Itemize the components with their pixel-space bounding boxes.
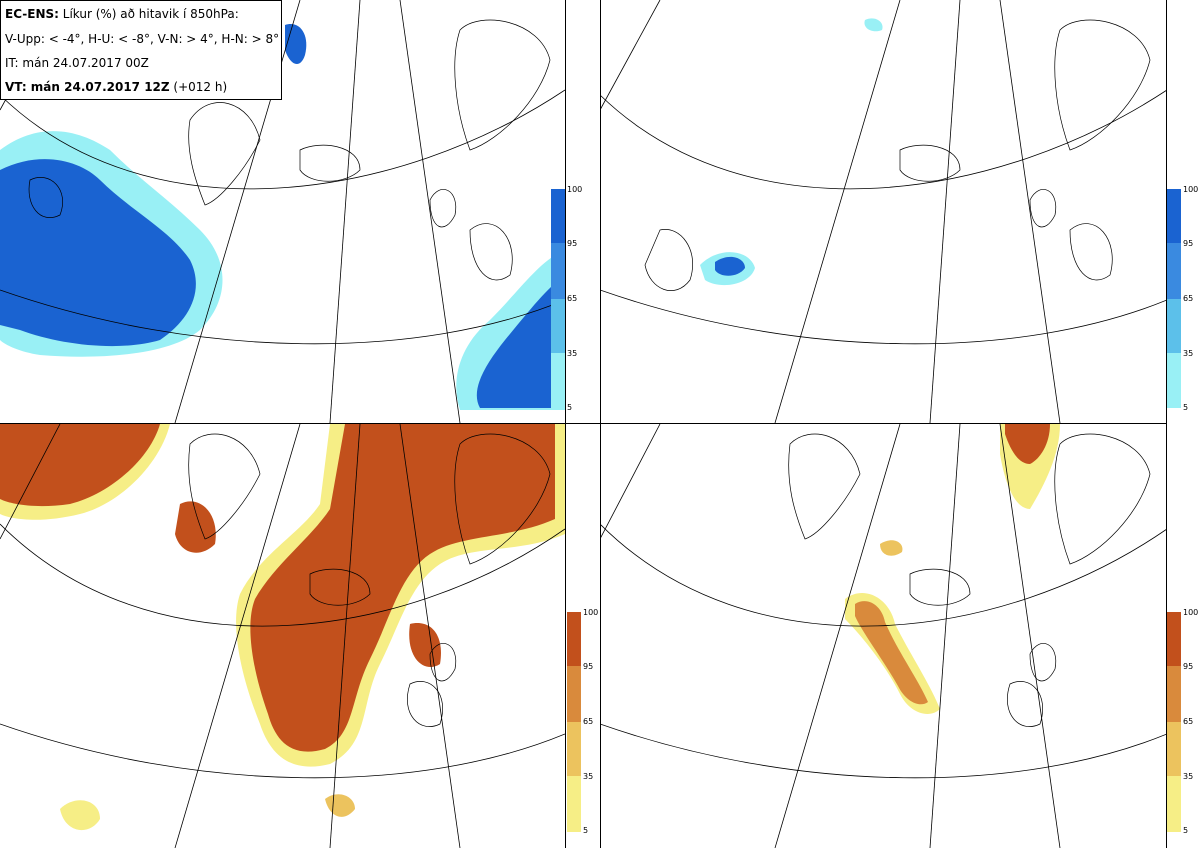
title-line-1: EC-ENS: Líkur (%) að hitavik í 850hPa:: [5, 7, 239, 21]
colorbar-top-left: [551, 189, 565, 408]
title-model: EC-ENS:: [5, 7, 59, 21]
valid-time: VT: mán 24.07.2017 12Z: [5, 80, 170, 94]
cbar-orange-left-tick-5: 5: [583, 826, 589, 835]
map-panel-bottom-left: [0, 424, 565, 848]
title-line-4: VT: mán 24.07.2017 12Z (+012 h): [5, 80, 227, 94]
map-top-left-svg: [0, 0, 565, 423]
map-panel-top-right: [600, 0, 1167, 423]
cbar-orange-left-tick-35: 35: [583, 772, 594, 781]
cbar-blue-left-tick-35: 35: [567, 349, 578, 358]
cbar-orange-left-tick-65: 65: [583, 717, 594, 726]
prob-field-central-core: [250, 424, 556, 752]
cbar-blue-left-tick-100: 100: [567, 185, 583, 194]
prob-field-north-small: [864, 18, 883, 32]
map-panel-bottom-right: [600, 424, 1167, 848]
cbar-orange-right-tick-95: 95: [1183, 662, 1194, 671]
panel-divider-vertical-right: [600, 0, 601, 848]
colorbar-orange-right: [1167, 612, 1181, 832]
coastlines: [788, 433, 1151, 727]
cbar-blue-tick-95: 95: [1183, 239, 1194, 248]
prob-field-greenland: [175, 501, 216, 553]
title-description: Líkur (%) að hitavik í 850hPa:: [58, 7, 239, 21]
colorbar-orange-left: [567, 612, 581, 832]
title-line-2: V-Upp: < -4°, H-U: < -8°, V-N: > 4°, H-N…: [5, 32, 280, 46]
cbar-blue-left-tick-5: 5: [567, 403, 573, 412]
prob-field-nw-plume-core: [855, 601, 928, 705]
cbar-blue-tick-65: 65: [1183, 294, 1194, 303]
map-panel-top-left: [0, 0, 565, 423]
prob-field-scotland: [409, 623, 441, 668]
cbar-blue-tick-100: 100: [1183, 185, 1199, 194]
graticule: [600, 0, 1167, 423]
cbar-orange-left-tick-95: 95: [583, 662, 594, 671]
prob-field-south: [60, 800, 100, 831]
prob-field-nw-core: [0, 424, 160, 507]
panel-divider-vertical-left: [565, 0, 566, 848]
prob-field-iceland-west-core: [715, 256, 745, 276]
graticule: [0, 424, 565, 848]
prob-field-ne-core: [1005, 424, 1050, 464]
cbar-blue-left-tick-95: 95: [567, 239, 578, 248]
map-top-right-svg: [600, 0, 1167, 423]
cbar-orange-right-tick-65: 65: [1183, 717, 1194, 726]
cbar-blue-tick-5: 5: [1183, 403, 1189, 412]
panel-border-right: [1166, 0, 1167, 848]
map-title-box: EC-ENS: Líkur (%) að hitavik í 850hPa: V…: [0, 0, 282, 100]
cbar-blue-left-tick-65: 65: [567, 294, 578, 303]
prob-field-north: [285, 24, 307, 65]
prob-field-west-core: [0, 159, 196, 347]
map-bottom-right-svg: [600, 424, 1167, 848]
map-bottom-left-svg: [0, 424, 565, 848]
title-line-3: IT: mán 24.07.2017 00Z: [5, 56, 149, 70]
panel-divider-horizontal: [0, 423, 1167, 424]
colorbar-blue: [1167, 189, 1181, 408]
prob-field-iceland-north: [880, 540, 903, 556]
cbar-orange-left-tick-100: 100: [583, 608, 599, 617]
cbar-blue-tick-35: 35: [1183, 349, 1194, 358]
prob-field-south-2: [325, 794, 355, 817]
lead-time: (+012 h): [169, 80, 228, 94]
cbar-orange-right-tick-100: 100: [1183, 608, 1199, 617]
cbar-orange-right-tick-5: 5: [1183, 826, 1189, 835]
graticule: [600, 424, 1167, 848]
coastlines: [644, 19, 1151, 291]
cbar-orange-right-tick-35: 35: [1183, 772, 1194, 781]
coastlines: [188, 433, 551, 727]
colorbar-top-right: [600, 189, 614, 408]
